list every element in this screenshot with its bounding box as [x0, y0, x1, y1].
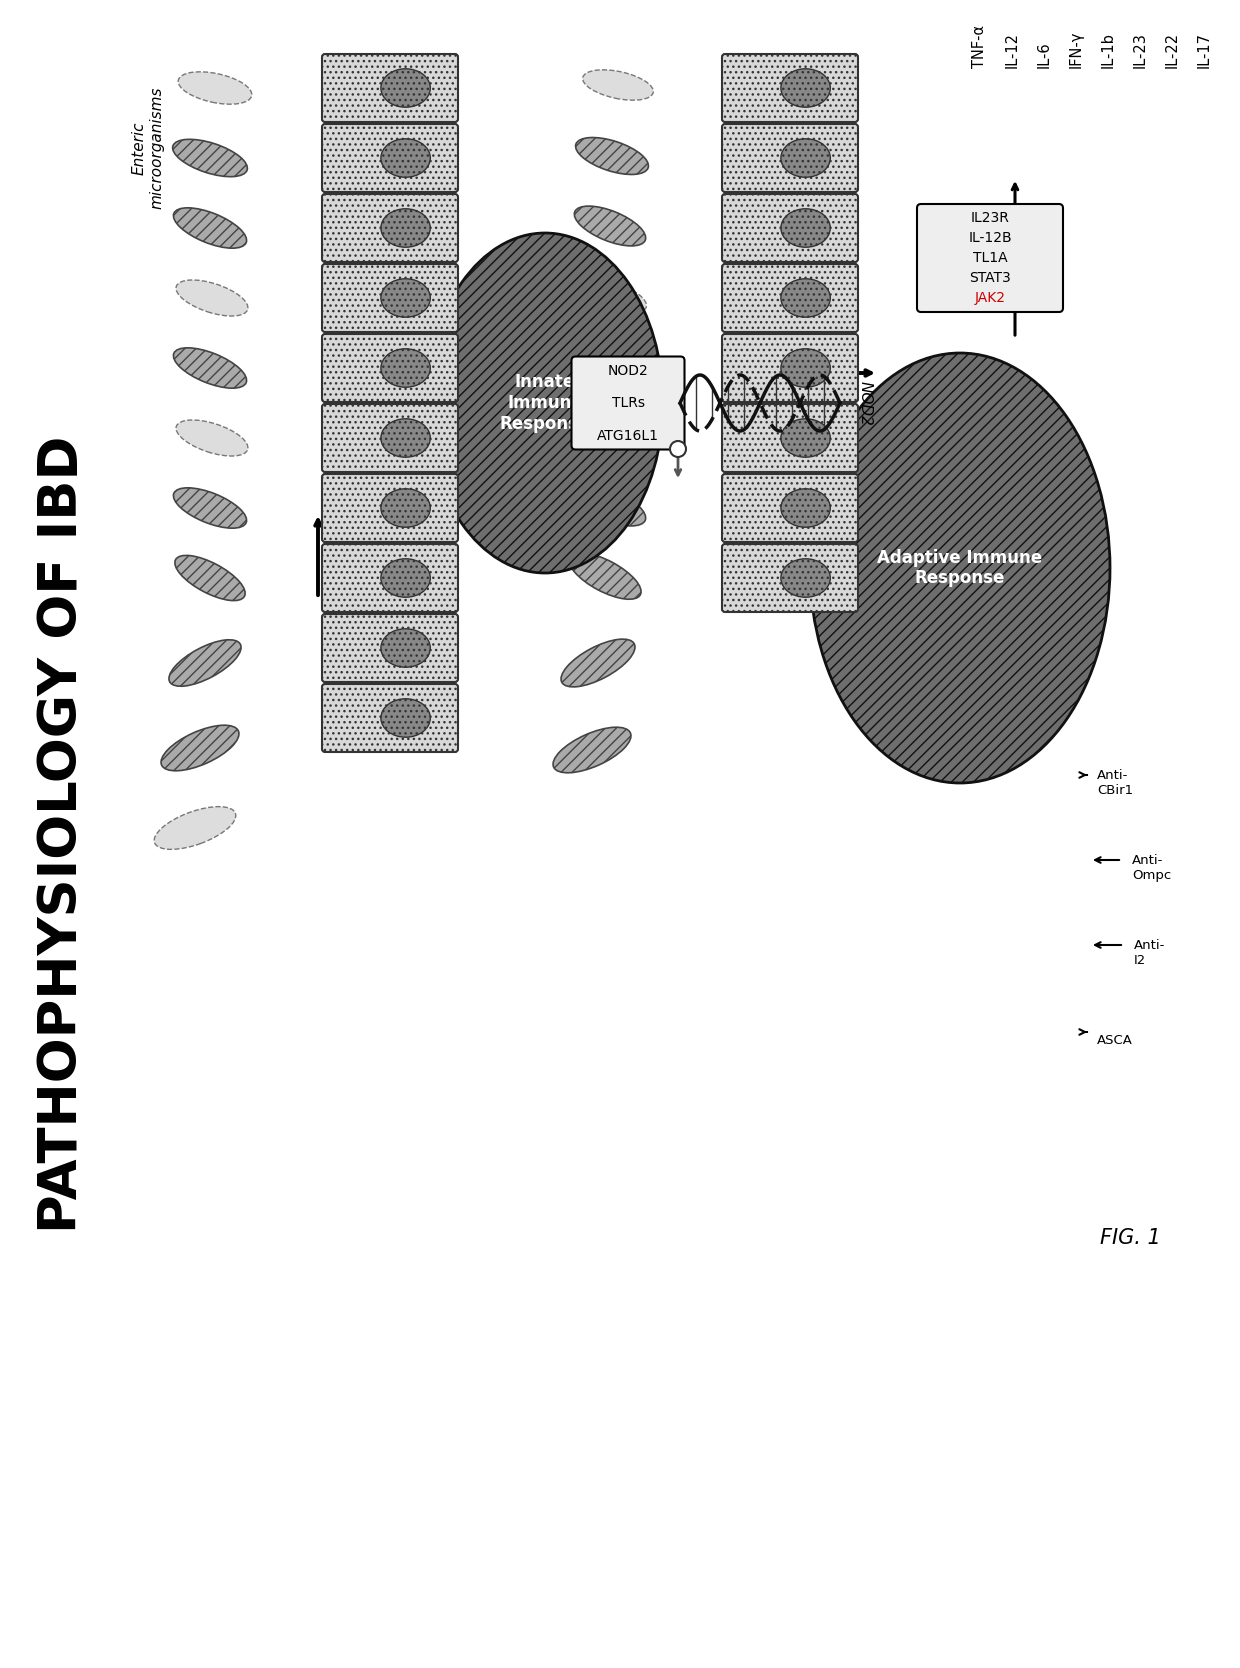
FancyBboxPatch shape [322, 123, 458, 192]
FancyBboxPatch shape [722, 474, 858, 542]
Text: FIG. 1: FIG. 1 [1100, 1228, 1161, 1248]
Ellipse shape [578, 419, 646, 454]
FancyBboxPatch shape [322, 474, 458, 542]
Ellipse shape [781, 208, 831, 247]
Ellipse shape [781, 349, 831, 387]
Text: ASCA: ASCA [1097, 1034, 1133, 1046]
Text: Innate
Immune
Response: Innate Immune Response [500, 374, 590, 432]
Ellipse shape [578, 279, 646, 314]
Text: TNF-α: TNF-α [972, 25, 987, 68]
Text: JAK2: JAK2 [975, 290, 1006, 305]
Text: Anti-
Ompc: Anti- Ompc [1132, 854, 1172, 882]
Ellipse shape [381, 279, 430, 317]
FancyBboxPatch shape [322, 193, 458, 262]
FancyBboxPatch shape [722, 193, 858, 262]
Ellipse shape [381, 629, 430, 667]
Ellipse shape [154, 807, 236, 849]
Ellipse shape [381, 68, 430, 107]
FancyBboxPatch shape [722, 544, 858, 612]
Ellipse shape [174, 208, 247, 249]
Ellipse shape [583, 70, 653, 100]
FancyBboxPatch shape [722, 123, 858, 192]
Text: Anti-
CBir1: Anti- CBir1 [1097, 769, 1133, 797]
Ellipse shape [381, 419, 430, 457]
FancyBboxPatch shape [322, 334, 458, 402]
FancyBboxPatch shape [322, 614, 458, 682]
Text: TLRs: TLRs [611, 395, 645, 410]
Text: IL-6: IL-6 [1037, 42, 1052, 68]
Text: Adaptive Immune
Response: Adaptive Immune Response [878, 549, 1043, 587]
Ellipse shape [179, 72, 252, 103]
Ellipse shape [381, 559, 430, 597]
Ellipse shape [174, 349, 247, 389]
Ellipse shape [575, 137, 649, 175]
Text: NOD2: NOD2 [608, 364, 649, 377]
Text: STAT3: STAT3 [970, 270, 1011, 285]
Ellipse shape [781, 419, 831, 457]
FancyBboxPatch shape [918, 203, 1063, 312]
Ellipse shape [381, 349, 430, 387]
Ellipse shape [172, 140, 247, 177]
Ellipse shape [161, 726, 239, 771]
Ellipse shape [381, 489, 430, 527]
Ellipse shape [381, 208, 430, 247]
Text: IL-12B: IL-12B [968, 230, 1012, 245]
FancyBboxPatch shape [722, 334, 858, 402]
FancyBboxPatch shape [322, 544, 458, 612]
Text: IL-12: IL-12 [1004, 32, 1019, 68]
FancyBboxPatch shape [722, 264, 858, 332]
Text: IL23R: IL23R [971, 210, 1009, 225]
Text: IL-17: IL-17 [1197, 32, 1211, 68]
FancyBboxPatch shape [722, 404, 858, 472]
Ellipse shape [169, 641, 241, 686]
Ellipse shape [427, 234, 663, 574]
Text: TL1A: TL1A [972, 250, 1007, 265]
FancyBboxPatch shape [322, 264, 458, 332]
FancyBboxPatch shape [322, 53, 458, 122]
Ellipse shape [569, 552, 641, 599]
Ellipse shape [574, 485, 646, 525]
Ellipse shape [560, 639, 635, 687]
Text: Enteric
microorganisms: Enteric microorganisms [131, 87, 164, 208]
Text: ATG16L1: ATG16L1 [596, 429, 658, 442]
Ellipse shape [574, 207, 646, 245]
Text: PATHOPHYSIOLOGY OF IBD: PATHOPHYSIOLOGY OF IBD [36, 435, 88, 1233]
Ellipse shape [175, 555, 246, 600]
Text: IFN-γ: IFN-γ [1069, 30, 1084, 68]
Ellipse shape [176, 280, 248, 315]
Ellipse shape [781, 279, 831, 317]
FancyBboxPatch shape [722, 53, 858, 122]
FancyBboxPatch shape [322, 404, 458, 472]
Ellipse shape [781, 559, 831, 597]
Ellipse shape [381, 699, 430, 737]
Ellipse shape [174, 487, 247, 529]
Text: Anti-
I2: Anti- I2 [1135, 939, 1166, 967]
Text: IL-1b: IL-1b [1101, 32, 1116, 68]
Ellipse shape [381, 138, 430, 177]
Ellipse shape [553, 727, 631, 772]
Ellipse shape [781, 489, 831, 527]
Text: IL-22: IL-22 [1164, 32, 1179, 68]
FancyBboxPatch shape [572, 357, 684, 449]
Ellipse shape [781, 138, 831, 177]
Ellipse shape [810, 354, 1110, 782]
Ellipse shape [670, 440, 686, 457]
Text: NOD2: NOD2 [858, 380, 873, 425]
FancyBboxPatch shape [322, 684, 458, 752]
Ellipse shape [781, 68, 831, 107]
Ellipse shape [574, 345, 646, 385]
Text: IL-23: IL-23 [1132, 32, 1147, 68]
Ellipse shape [176, 420, 248, 455]
